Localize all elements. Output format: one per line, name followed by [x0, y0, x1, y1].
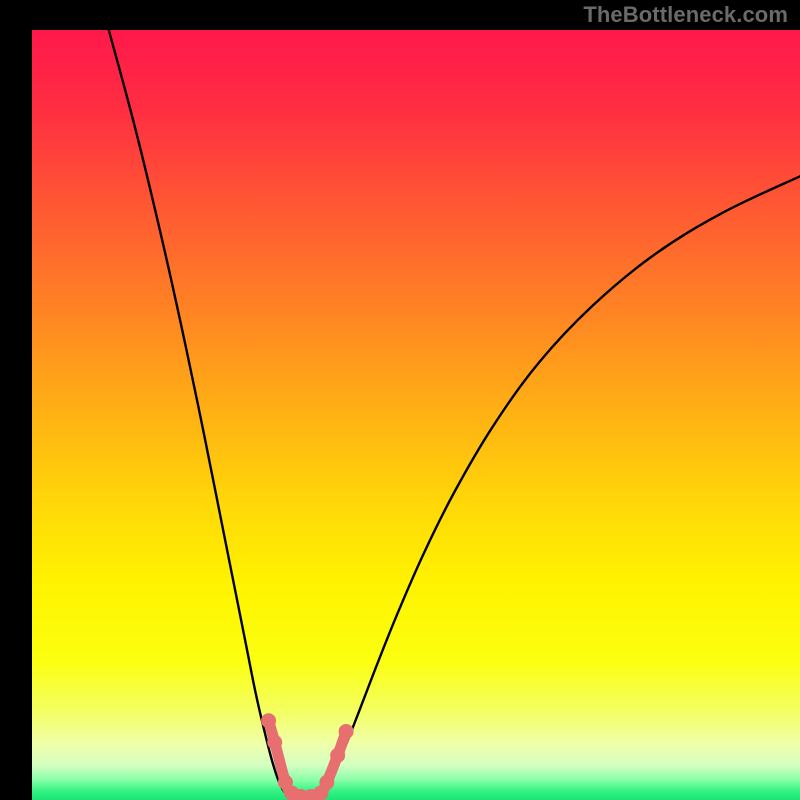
marker-bead — [267, 735, 282, 750]
plot-gradient-background — [32, 30, 800, 800]
marker-bead — [261, 713, 276, 728]
marker-bead — [330, 748, 345, 763]
marker-bead — [319, 775, 334, 790]
watermark-text: TheBottleneck.com — [583, 2, 788, 28]
bottleneck-chart — [0, 0, 800, 800]
marker-bead — [339, 724, 354, 739]
image-root: TheBottleneck.com — [0, 0, 800, 800]
